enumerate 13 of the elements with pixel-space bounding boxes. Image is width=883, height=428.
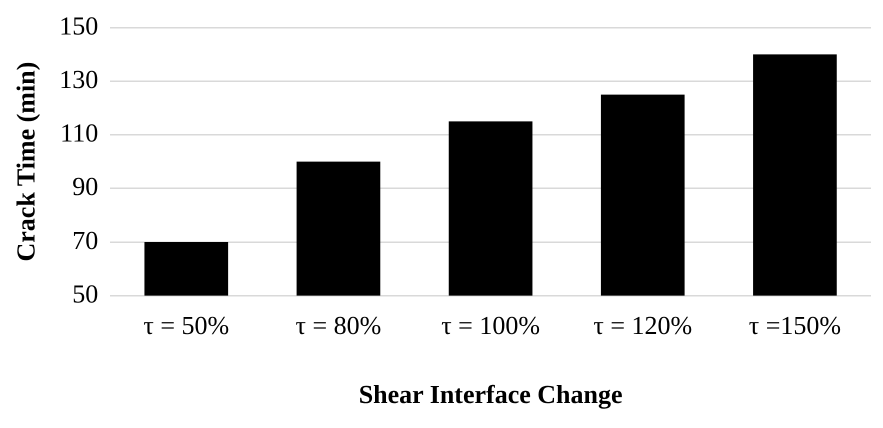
y-tick-label: 50 [72, 279, 98, 308]
y-tick-label: 130 [59, 65, 98, 94]
y-axis-title: Crack Time (min) [11, 62, 40, 262]
x-tick-label: τ = 80% [296, 311, 382, 340]
x-tick-label: τ = 120% [593, 311, 692, 340]
x-tick-label: τ =150% [748, 311, 842, 340]
x-axis-title: Shear Interface Change [358, 380, 623, 410]
y-tick-label: 90 [72, 172, 98, 202]
y-tick-label: 70 [72, 226, 98, 255]
x-tick-label: τ = 50% [143, 311, 230, 340]
x-tick-label: τ = 100% [441, 311, 540, 340]
y-tick-label: 110 [60, 118, 98, 148]
y-tick-label: 150 [59, 11, 98, 40]
